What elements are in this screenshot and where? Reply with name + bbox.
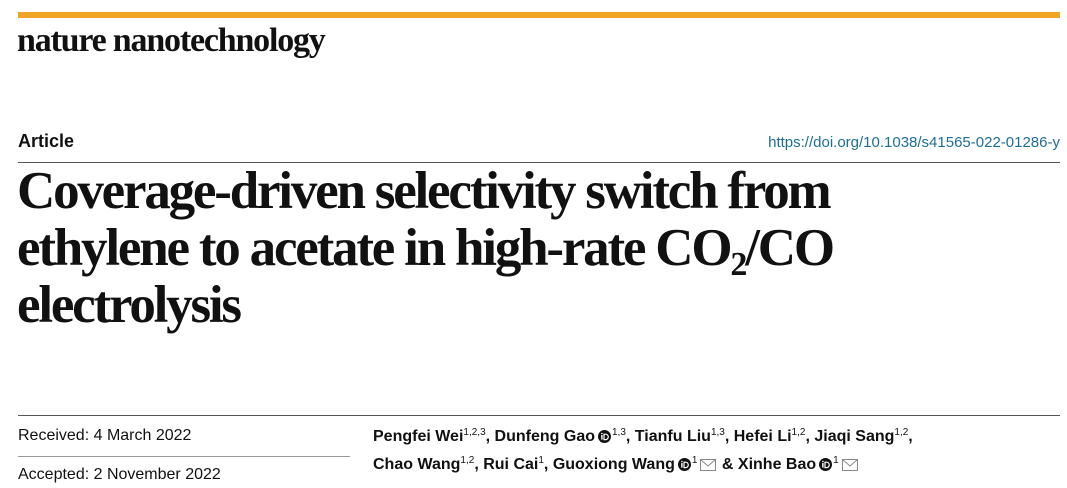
title-line: ethylene to acetate in high-rate CO2/CO	[17, 219, 835, 282]
title-line: Coverage-driven selectivity switch from	[17, 162, 832, 220]
author-list: Pengfei Wei1,2,3, Dunfeng Gao 1,3, Tianfu…	[373, 424, 913, 480]
email-icon[interactable]	[841, 454, 858, 480]
author-name: Tianfu Liu	[634, 428, 711, 445]
title-text: ethylene to acetate in high-rate CO	[17, 219, 733, 277]
author-affiliation: 1,2	[894, 427, 909, 438]
author-name: Dunfeng Gao	[494, 428, 595, 445]
author-name: Pengfei Wei	[373, 428, 464, 445]
orcid-icon[interactable]	[597, 426, 611, 452]
author-affiliation: 1,3	[611, 427, 626, 438]
author-line: Pengfei Wei1,2,3, Dunfeng Gao 1,3, Tianfu…	[373, 424, 913, 452]
author-separator: ,	[908, 428, 913, 445]
rule	[18, 162, 1060, 163]
author-separator: ,	[485, 428, 491, 445]
author-affiliation: 1	[833, 455, 839, 466]
journal-name: nature nanotechnology	[17, 22, 326, 59]
email-icon[interactable]	[700, 454, 717, 480]
author-affiliation: 1,3	[710, 427, 725, 438]
orcid-icon[interactable]	[819, 454, 833, 480]
title-subscript: 2	[730, 246, 747, 283]
accent-bar	[18, 12, 1060, 18]
orcid-icon[interactable]	[677, 454, 691, 480]
author-name: Hefei Li	[733, 428, 792, 445]
author-affiliation: 1,2,3	[463, 427, 486, 438]
author-name: Xinhe Bao	[737, 456, 817, 473]
title-text: /CO	[745, 219, 835, 277]
article-title: Coverage-driven selectivity switch from …	[17, 162, 835, 334]
author-separator: ,	[805, 428, 810, 445]
rule	[18, 456, 350, 457]
author-affiliation: 1,2	[791, 427, 806, 438]
title-line: electrolysis	[17, 276, 242, 334]
author-affiliation: 1	[538, 455, 544, 466]
author-separator: ,	[543, 456, 549, 473]
author-affiliation: 1,2	[460, 455, 475, 466]
author-separator: ,	[474, 456, 479, 473]
rule	[18, 415, 1060, 416]
author-name: Rui Cai	[483, 456, 539, 473]
accepted-date: Accepted: 2 November 2022	[18, 466, 221, 483]
author-name: Jiaqi Sang	[814, 428, 895, 445]
author-separator: &	[721, 456, 734, 473]
author-affiliation: 1	[691, 455, 698, 466]
author-name: Chao Wang	[373, 456, 461, 473]
author-separator: ,	[625, 428, 631, 445]
received-date: Received: 4 March 2022	[18, 427, 192, 444]
author-line: Chao Wang1,2, Rui Cai1, Guoxiong Wang 1 &…	[373, 452, 913, 480]
article-type: Article	[18, 131, 75, 151]
author-separator: ,	[724, 428, 730, 445]
doi-link[interactable]: https://doi.org/10.1038/s41565-022-01286…	[768, 134, 1060, 151]
author-name: Guoxiong Wang	[552, 456, 675, 473]
